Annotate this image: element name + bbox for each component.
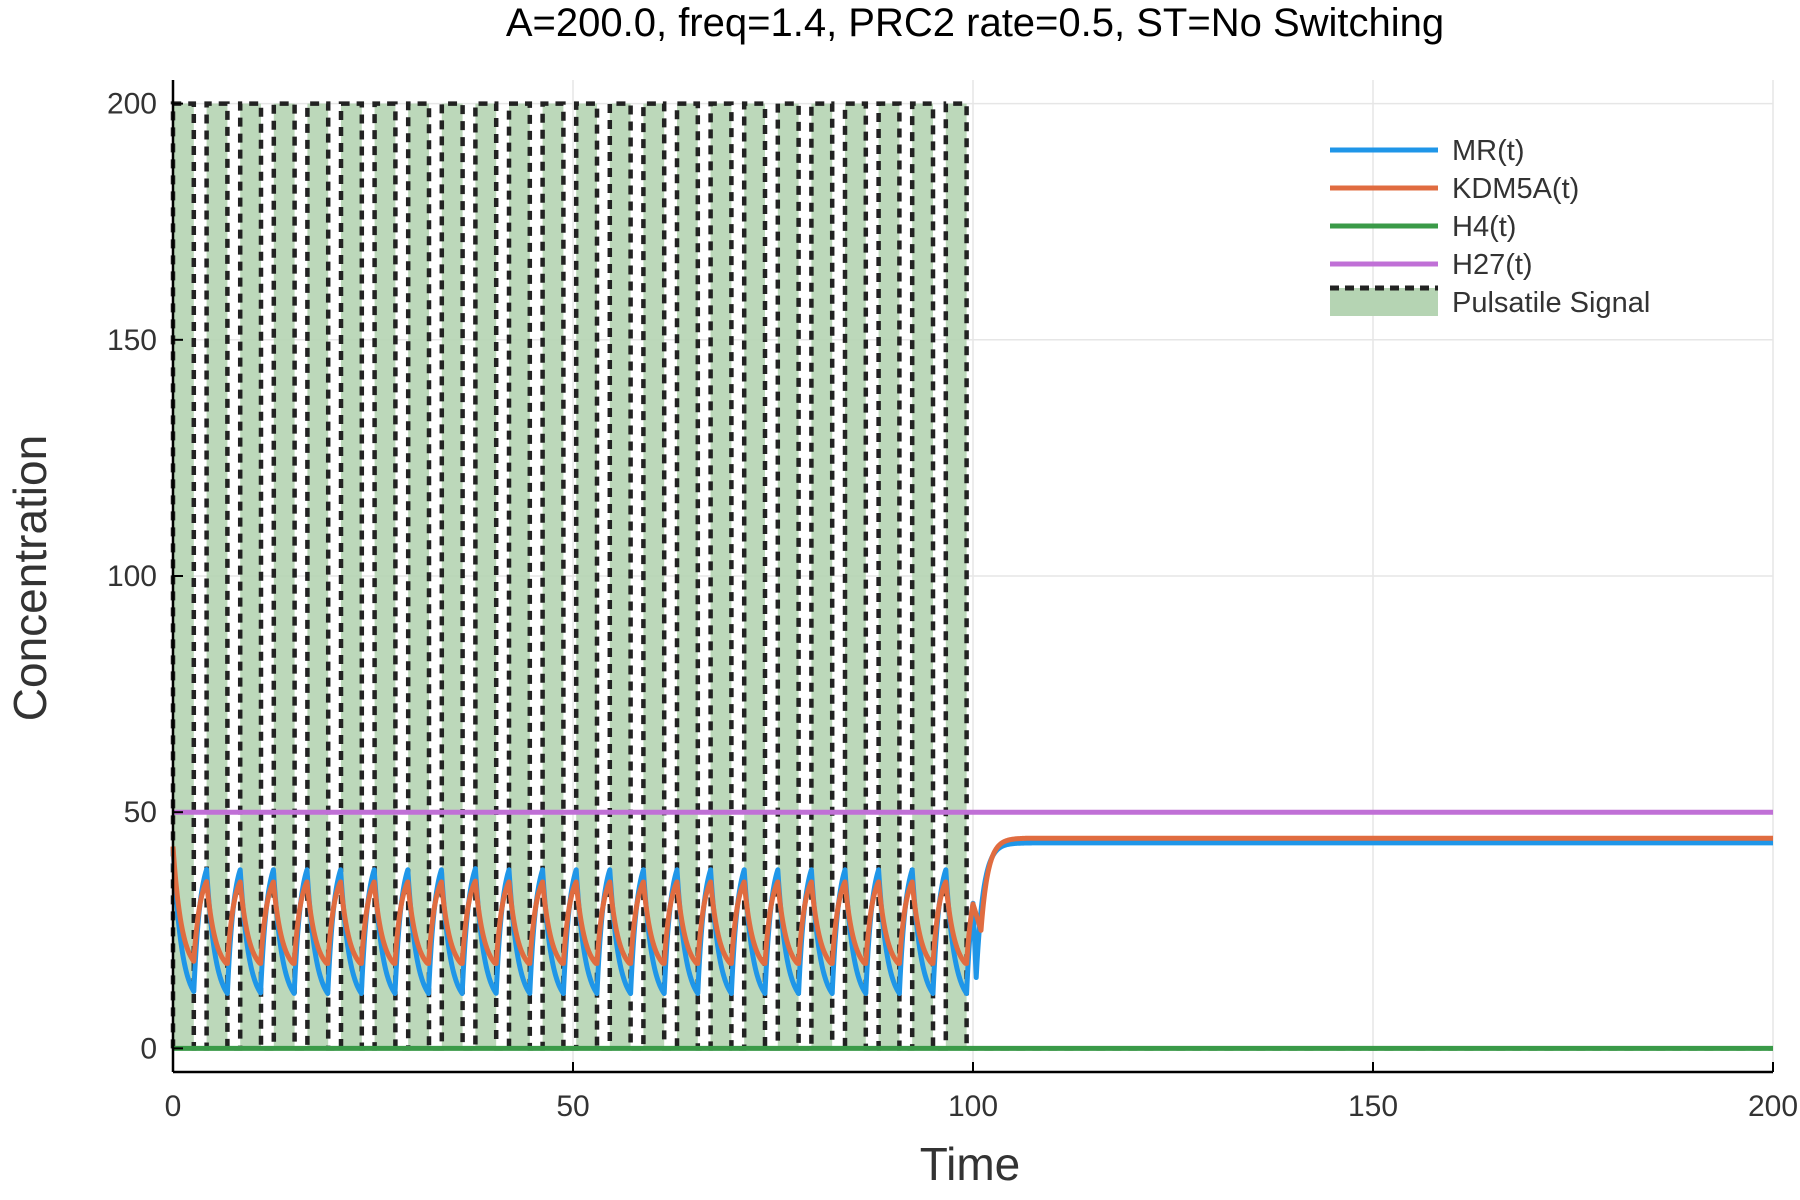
x-tick-label-4: 200 <box>1748 1090 1798 1123</box>
y-tick-label-4: 200 <box>107 88 157 121</box>
y-tick-label-1: 50 <box>124 796 157 829</box>
legend-label-mr-t-: MR(t) <box>1452 135 1524 167</box>
x-tick-label-1: 50 <box>556 1090 589 1123</box>
x-tick-label-0: 0 <box>165 1090 182 1123</box>
y-tick-label-0: 0 <box>140 1032 157 1065</box>
x-axis-label: Time <box>920 1138 1021 1190</box>
legend-label-h4-t-: H4(t) <box>1452 211 1516 243</box>
series-line-kdm5a-t- <box>170 835 1776 966</box>
legend-label-pulsatile-signal: Pulsatile Signal <box>1452 287 1650 319</box>
y-tick-label-3: 150 <box>107 324 157 357</box>
y-axis-label: Concentration <box>4 435 56 721</box>
tick-label-group: 0 50 100 150 200 0 50 100 150 200 <box>107 88 1798 1123</box>
legend-swatch-fill-pulsatile-signal <box>1330 288 1438 316</box>
chart-title: A=200.0, freq=1.4, PRC2 rate=0.5, ST=No … <box>506 1 1444 45</box>
legend-label-h27-t-: H27(t) <box>1452 249 1533 281</box>
series-line-group <box>170 809 1776 1051</box>
x-tick-label-3: 150 <box>1348 1090 1398 1123</box>
y-tick-label-2: 100 <box>107 560 157 593</box>
axes <box>171 80 1774 1074</box>
legend: MR(t) KDM5A(t) H4(t) H27(t) Pulsatile Signal <box>1330 135 1650 319</box>
x-tick-label-2: 100 <box>948 1090 998 1123</box>
legend-label-kdm5a-t-: KDM5A(t) <box>1452 173 1579 205</box>
